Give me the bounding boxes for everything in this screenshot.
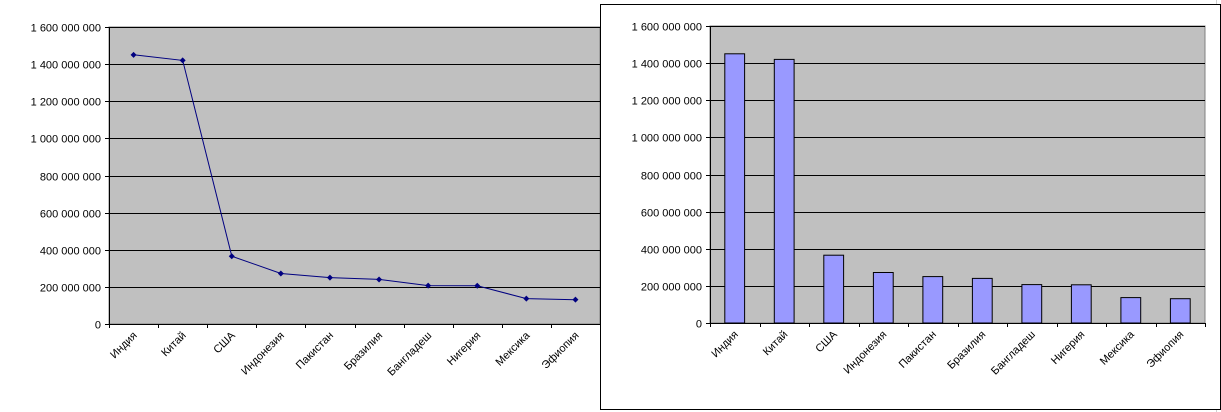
x-tick-label: Бразилия	[945, 329, 988, 372]
bar	[971, 277, 993, 324]
data-point	[277, 270, 284, 277]
bar	[1169, 298, 1191, 324]
bar	[823, 254, 845, 324]
x-tick-label: США	[211, 329, 238, 356]
x-tick-label: Пакистан	[897, 329, 939, 371]
bar	[1021, 284, 1043, 324]
y-tick-label: 1 400 000 000	[632, 59, 702, 71]
x-tick-label: Индия	[108, 330, 139, 361]
bar	[922, 276, 944, 324]
bar	[724, 53, 746, 324]
x-tick-label: Китай	[159, 330, 189, 360]
y-tick-label: 1 000 000 000	[632, 133, 702, 145]
x-tick-label: США	[813, 328, 840, 355]
y-tick-label: 800 000 000	[641, 171, 702, 183]
x-tick-label: Мексика	[1098, 328, 1138, 368]
y-tick-label: 1 200 000 000	[632, 96, 702, 108]
line-chart-panel[interactable]: 0 200 000 000 400 000 000 600 000 000 800 00…	[0, 0, 601, 405]
data-point	[572, 296, 579, 303]
data-point	[228, 253, 235, 260]
bar	[1070, 284, 1092, 324]
x-tick-label: Китай	[761, 329, 791, 359]
x-tick-label: Индия	[709, 329, 740, 360]
data-point	[179, 57, 186, 64]
x-tick-label: Бангладеш	[989, 329, 1038, 378]
y-tick-label: 1 600 000 000	[31, 23, 101, 35]
y-tick-label: 800 000 000	[40, 172, 101, 184]
y-tick-label: 600 000 000	[641, 208, 702, 220]
y-tick-label: 1 200 000 000	[31, 97, 101, 109]
y-tick-label: 400 000 000	[40, 246, 101, 258]
x-tick-label: Бразилия	[342, 330, 385, 373]
y-tick-label: 200 000 000	[40, 283, 101, 295]
x-tick-label: Нигерия	[1049, 329, 1087, 367]
bar	[1120, 297, 1142, 324]
bar	[773, 58, 795, 324]
bar-chart-panel[interactable]: 0 200 000 000 400 000 000 600 000 000 800 00…	[600, 4, 1221, 410]
x-tick-label: Эфиопия	[540, 330, 582, 372]
x-tick-label: Бангладеш	[385, 330, 434, 379]
y-tick-label: 0	[696, 319, 702, 331]
data-point	[326, 274, 333, 281]
y-tick-label: 0	[95, 320, 101, 332]
x-tick-label: Эфиопия	[1144, 329, 1186, 371]
y-tick-label: 200 000 000	[641, 282, 702, 294]
series-line	[133, 54, 576, 301]
line-chart: 0 200 000 000 400 000 000 600 000 000 800 00…	[31, 23, 601, 379]
y-tick-label: 1 600 000 000	[632, 22, 702, 34]
y-tick-label: 1 400 000 000	[31, 60, 101, 72]
plot-area	[108, 26, 601, 325]
x-tick-label: Мексика	[493, 329, 533, 369]
x-tick-label: Пакистан	[294, 330, 336, 372]
bar	[872, 272, 894, 324]
data-point	[130, 51, 137, 58]
x-tick-label: Индонезия	[239, 330, 287, 378]
data-point	[474, 282, 481, 289]
data-point	[376, 276, 383, 283]
x-tick-label: Индонезия	[842, 329, 890, 377]
bar-chart: 0 200 000 000 400 000 000 600 000 000 800 00…	[632, 22, 1206, 378]
y-tick-label: 600 000 000	[40, 209, 101, 221]
data-point	[425, 282, 432, 289]
y-tick-label: 1 000 000 000	[31, 134, 101, 146]
x-tick-label: Нигерия	[445, 330, 483, 368]
y-tick-label: 400 000 000	[641, 245, 702, 257]
data-point	[523, 295, 530, 302]
